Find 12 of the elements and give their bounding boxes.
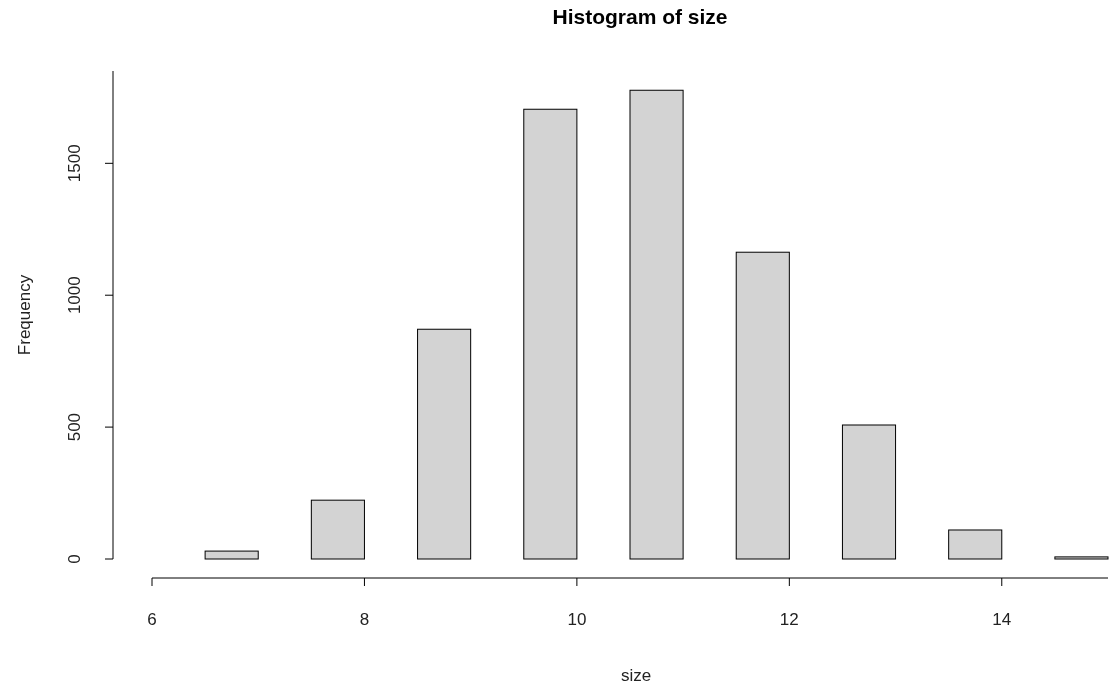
chart-title: Histogram of size — [552, 5, 728, 28]
y-tick-label: 1000 — [65, 276, 84, 315]
x-tick-label: 8 — [359, 610, 370, 629]
y-tick-label: 500 — [65, 412, 84, 442]
y-tick-label: 1500 — [65, 144, 84, 183]
y-tick-label: 0 — [65, 554, 84, 564]
x-tick-label: 12 — [779, 610, 799, 629]
x-tick-label: 6 — [147, 610, 157, 629]
y-axis-title: Frequency — [15, 274, 34, 356]
x-axis-title: size — [620, 666, 652, 685]
x-tick-label: 14 — [992, 610, 1012, 629]
x-tick-label: 10 — [567, 610, 587, 629]
